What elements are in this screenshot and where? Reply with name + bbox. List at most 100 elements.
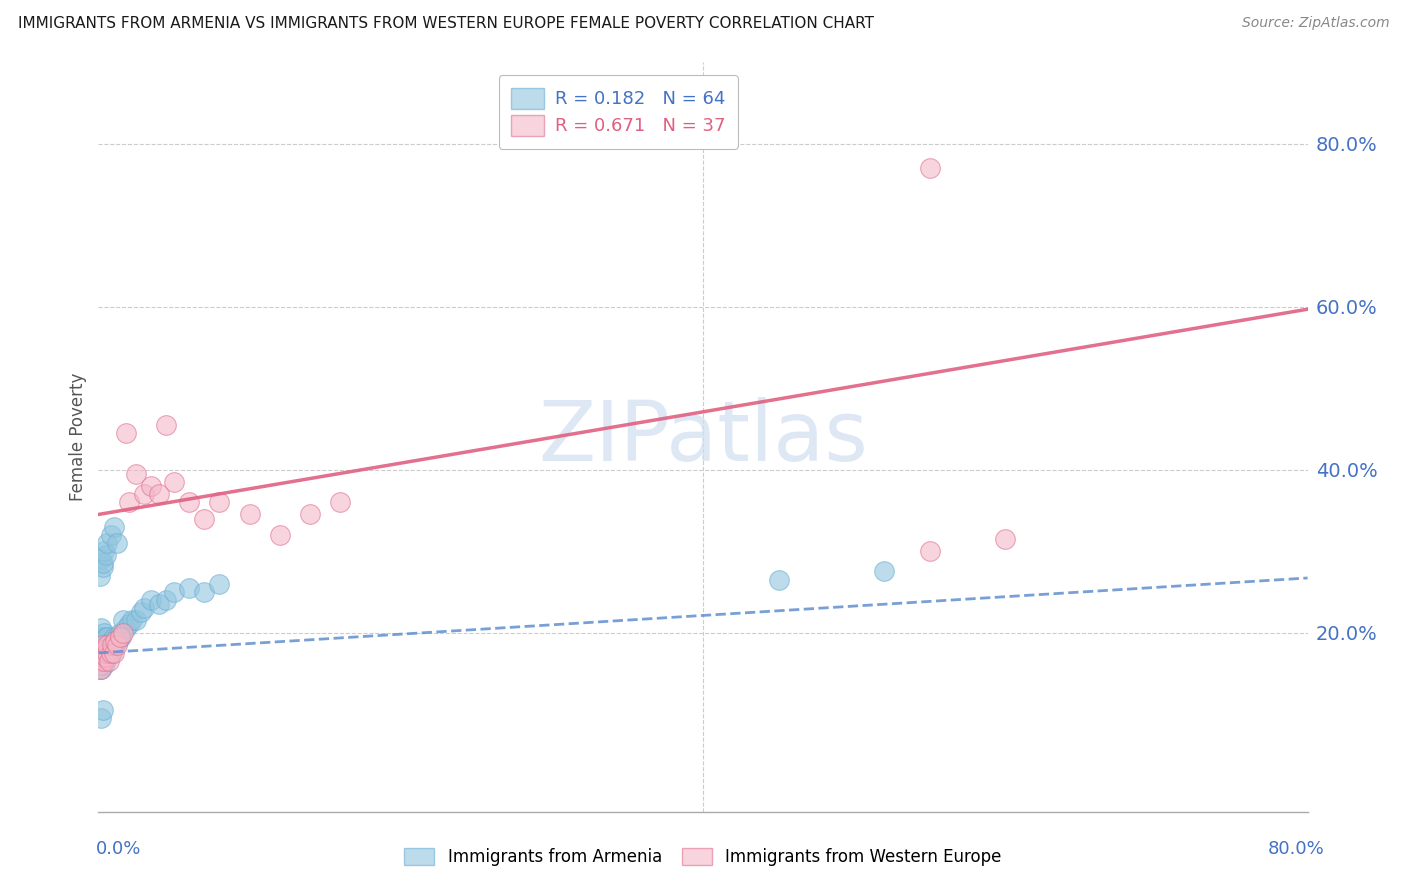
- Point: [101, 638, 124, 652]
- Point: [155, 417, 177, 432]
- Point: [118, 495, 141, 509]
- Point: [179, 581, 201, 595]
- Text: Source: ZipAtlas.com: Source: ZipAtlas.com: [1241, 16, 1389, 30]
- Point: [89, 646, 111, 660]
- Point: [90, 662, 112, 676]
- Point: [94, 646, 117, 660]
- Point: [239, 508, 262, 522]
- Point: [93, 633, 115, 648]
- Point: [96, 630, 118, 644]
- Point: [163, 475, 186, 489]
- Point: [94, 650, 117, 665]
- Point: [91, 646, 114, 660]
- Point: [93, 654, 115, 668]
- Point: [141, 479, 163, 493]
- Point: [103, 519, 125, 533]
- Point: [103, 630, 125, 644]
- Point: [89, 568, 111, 582]
- Point: [89, 641, 111, 656]
- Point: [269, 528, 291, 542]
- Point: [89, 638, 111, 652]
- Point: [125, 467, 148, 481]
- Point: [91, 703, 114, 717]
- Point: [768, 573, 790, 587]
- Point: [141, 593, 163, 607]
- Point: [96, 646, 118, 660]
- Point: [105, 638, 128, 652]
- Point: [193, 584, 215, 599]
- Point: [89, 662, 111, 676]
- Point: [208, 495, 231, 509]
- Point: [91, 650, 114, 665]
- Point: [96, 536, 118, 550]
- Point: [89, 658, 111, 673]
- Point: [101, 646, 124, 660]
- Text: IMMIGRANTS FROM ARMENIA VS IMMIGRANTS FROM WESTERN EUROPE FEMALE POVERTY CORRELA: IMMIGRANTS FROM ARMENIA VS IMMIGRANTS FR…: [18, 16, 875, 31]
- Point: [94, 630, 117, 644]
- Point: [107, 633, 129, 648]
- Point: [125, 613, 148, 627]
- Point: [873, 565, 896, 579]
- Point: [100, 646, 122, 660]
- Point: [94, 654, 117, 668]
- Point: [108, 625, 131, 640]
- Point: [163, 584, 186, 599]
- Point: [93, 641, 115, 656]
- Point: [96, 638, 118, 652]
- Point: [98, 646, 121, 660]
- Point: [93, 625, 115, 640]
- Point: [90, 552, 112, 566]
- Legend: R = 0.182   N = 64, R = 0.671   N = 37: R = 0.182 N = 64, R = 0.671 N = 37: [499, 75, 738, 149]
- Point: [994, 532, 1017, 546]
- Point: [90, 654, 112, 668]
- Text: 80.0%: 80.0%: [1268, 840, 1324, 858]
- Point: [101, 638, 124, 652]
- Point: [100, 641, 122, 656]
- Point: [111, 613, 134, 627]
- Text: 0.0%: 0.0%: [96, 840, 141, 858]
- Point: [132, 601, 155, 615]
- Point: [110, 630, 132, 644]
- Point: [329, 495, 352, 509]
- Point: [114, 622, 136, 636]
- Point: [179, 495, 201, 509]
- Point: [155, 593, 177, 607]
- Point: [129, 605, 152, 619]
- Point: [104, 638, 127, 652]
- Y-axis label: Female Poverty: Female Poverty: [69, 373, 87, 501]
- Point: [91, 638, 114, 652]
- Point: [918, 161, 941, 176]
- Point: [90, 662, 112, 676]
- Point: [108, 630, 131, 644]
- Point: [91, 560, 114, 574]
- Point: [98, 654, 121, 668]
- Point: [105, 630, 128, 644]
- Point: [98, 638, 121, 652]
- Point: [918, 544, 941, 558]
- Point: [100, 528, 122, 542]
- Point: [121, 613, 143, 627]
- Point: [118, 617, 141, 632]
- Point: [299, 508, 322, 522]
- Text: ZIPatlas: ZIPatlas: [538, 397, 868, 477]
- Point: [111, 625, 134, 640]
- Point: [91, 557, 114, 571]
- Point: [89, 630, 111, 644]
- Point: [89, 654, 111, 668]
- Point: [193, 511, 215, 525]
- Point: [148, 487, 170, 501]
- Point: [91, 638, 114, 652]
- Point: [90, 630, 112, 644]
- Point: [91, 654, 114, 668]
- Point: [91, 650, 114, 665]
- Point: [93, 646, 115, 660]
- Point: [90, 711, 112, 725]
- Point: [132, 487, 155, 501]
- Legend: Immigrants from Armenia, Immigrants from Western Europe: Immigrants from Armenia, Immigrants from…: [398, 841, 1008, 873]
- Point: [94, 548, 117, 562]
- Point: [114, 425, 136, 440]
- Point: [96, 638, 118, 652]
- Point: [93, 658, 115, 673]
- Point: [94, 641, 117, 656]
- Point: [100, 633, 122, 648]
